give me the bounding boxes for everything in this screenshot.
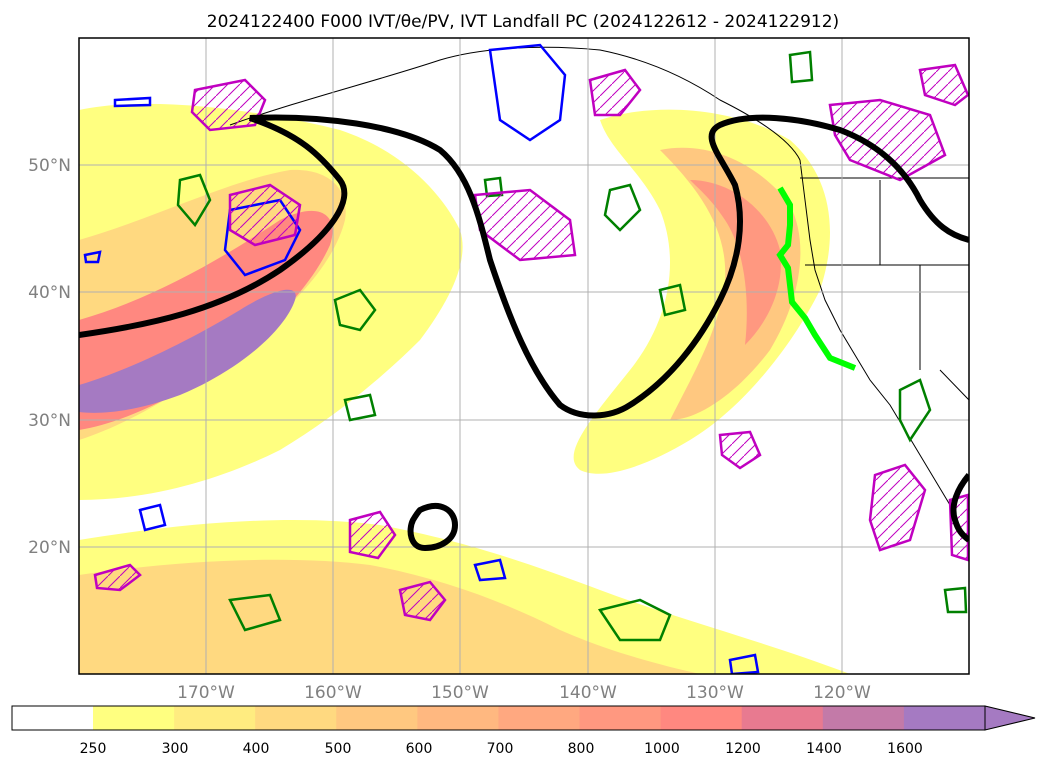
colorbar-segment <box>498 706 581 730</box>
longitude-labels: 170°W 160°W 150°W 140°W 130°W 120°W <box>177 683 871 703</box>
hatched-contour <box>918 63 969 107</box>
hatched-contour <box>190 78 267 132</box>
geopotential-contour-main <box>79 114 969 419</box>
colorbar-segment <box>660 706 743 730</box>
theta-contours <box>176 50 968 642</box>
map-title: 2024122400 F000 IVT/θe/PV, IVT Landfall … <box>207 12 839 32</box>
state-borders <box>800 177 969 401</box>
theta-contour <box>943 586 968 614</box>
colorbar-segment <box>174 706 256 730</box>
pv-contour <box>138 503 167 532</box>
pv-contour <box>488 43 567 142</box>
pv-contour <box>83 250 102 264</box>
geopotential-contour-closed <box>407 503 459 552</box>
theta-contour <box>788 50 814 84</box>
hatched-contour <box>868 463 927 552</box>
lat-label: 40°N <box>28 283 71 303</box>
theta-contour <box>658 283 687 317</box>
theta-contour <box>597 598 672 642</box>
map-area <box>78 37 970 675</box>
pv-contour <box>113 96 152 108</box>
hatched-contour <box>348 510 397 560</box>
colorbar-tick-label: 1400 <box>806 741 842 757</box>
colorbar-segment <box>822 706 905 730</box>
theta-contour <box>176 173 212 228</box>
theta-contour <box>228 593 282 632</box>
alaska-coast <box>229 46 801 161</box>
lon-label: 130°W <box>686 683 744 703</box>
north-america-coast <box>799 159 951 506</box>
hatched-contour <box>718 430 762 470</box>
latitude-labels: 50°N 40°N 30°N 20°N <box>28 156 71 558</box>
colorbar-segment <box>903 706 986 730</box>
colorbar-tick-label: 1000 <box>644 741 680 757</box>
ivt-plume-east-core <box>690 180 781 345</box>
lon-label: 170°W <box>177 683 235 703</box>
colorbar-tick-label: 700 <box>487 741 514 757</box>
colorbar-segment <box>417 706 499 730</box>
colorbar-extend-arrow <box>984 705 1036 731</box>
hatched-contour <box>93 563 142 592</box>
pv-contour <box>728 653 760 674</box>
colorbar-tick-label: 600 <box>406 741 433 757</box>
colorbar-tick-label: 1600 <box>887 741 923 757</box>
colorbar-tick-label: 250 <box>80 741 107 757</box>
geopotential-contours <box>79 114 969 552</box>
colorbar-segments <box>93 706 986 730</box>
geopotential-contour-east <box>950 473 969 543</box>
theta-contour <box>603 183 642 232</box>
map-frame <box>78 37 970 675</box>
pv-contour <box>473 558 507 582</box>
theta-contour <box>343 393 377 422</box>
lon-label: 150°W <box>431 683 489 703</box>
ivt-plume-north-max <box>79 289 296 413</box>
colorbar-segment <box>93 706 175 730</box>
lon-label: 120°W <box>813 683 871 703</box>
colorbar-segment-below <box>12 706 93 730</box>
lat-label: 30°N <box>28 411 71 431</box>
hatched-contour <box>398 580 447 622</box>
hatched-contour <box>588 68 642 117</box>
hatched-contour <box>828 98 947 182</box>
colorbar-segment <box>336 706 418 730</box>
lat-label: 20°N <box>28 538 71 558</box>
colorbar-segment <box>579 706 662 730</box>
colorbar-outline <box>11 705 986 731</box>
lat-label: 50°N <box>28 156 71 176</box>
colorbar-tick-labels: 250 300 400 500 600 700 800 1000 1200 14… <box>80 741 923 757</box>
colorbar-tick-label: 800 <box>568 741 595 757</box>
ivt-band-south-mid <box>79 559 700 674</box>
lon-label: 160°W <box>304 683 362 703</box>
theta-contour <box>898 378 932 443</box>
colorbar-tick-label: 1200 <box>725 741 761 757</box>
colorbar: 250 300 400 500 600 700 800 1000 1200 14… <box>11 705 1036 757</box>
colorbar-tick-label: 400 <box>243 741 270 757</box>
coastlines <box>229 46 969 506</box>
hatched-contours <box>93 63 969 622</box>
colorbar-tick-label: 500 <box>325 741 352 757</box>
theta-contour <box>333 288 377 332</box>
colorbar-segment <box>255 706 337 730</box>
hatched-contour <box>228 183 302 247</box>
lon-label: 140°W <box>559 683 617 703</box>
colorbar-segment <box>741 706 824 730</box>
colorbar-tick-label: 300 <box>162 741 189 757</box>
landfall-line <box>776 186 857 371</box>
